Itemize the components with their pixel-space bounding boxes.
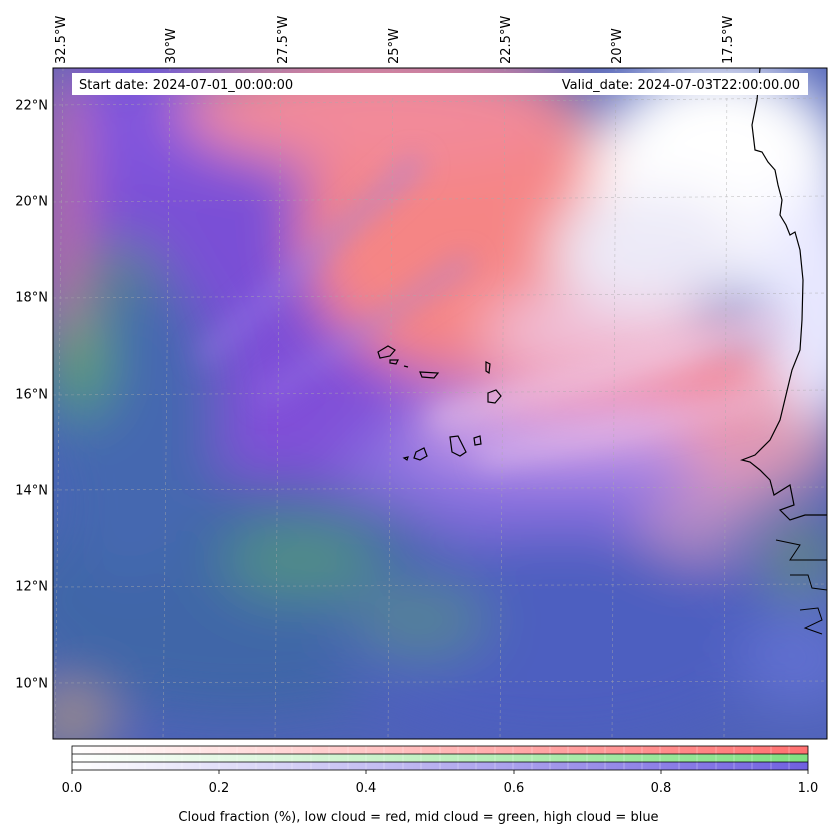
colorbar-tick-label: 0.6 <box>503 781 525 796</box>
lat-label: 22°N <box>15 98 48 114</box>
colorbar-tick-label: 1.0 <box>797 781 819 796</box>
lat-label: 16°N <box>15 387 48 403</box>
colorbar-tick-label: 0.2 <box>208 781 230 796</box>
colorbar-tick-label: 0.0 <box>61 781 83 796</box>
lon-label: 17.5°W <box>721 15 736 64</box>
valid-date-label: Valid_date: 2024-07-03T22:00:00.00 <box>561 78 800 93</box>
lon-label: 22.5°W <box>499 15 514 64</box>
lat-label: 10°N <box>15 676 48 692</box>
lat-label: 14°N <box>15 483 48 499</box>
colorbar-caption: Cloud fraction (%), low cloud = red, mid… <box>178 810 659 825</box>
colorbar-tick-label: 0.8 <box>650 781 672 796</box>
colorbar <box>71 745 809 774</box>
info-bar <box>72 73 808 95</box>
lon-label: 20°W <box>610 28 625 64</box>
lon-label: 27.5°W <box>276 15 291 64</box>
africa-coastline <box>740 68 827 521</box>
colorbar-tick-label: 0.4 <box>355 781 377 796</box>
cape-verde-islands <box>377 345 502 461</box>
map-frame <box>52 67 828 740</box>
lon-label: 32.5°W <box>54 15 69 64</box>
lon-label: 25°W <box>387 28 402 64</box>
lat-label: 12°N <box>15 579 48 595</box>
cloud-field <box>53 68 827 739</box>
lat-label: 18°N <box>15 290 48 306</box>
graticule <box>53 68 827 739</box>
lat-label: 20°N <box>15 194 48 210</box>
lon-label: 30°W <box>164 28 179 64</box>
start-date-label: Start date: 2024-07-01_00:00:00 <box>79 78 294 93</box>
